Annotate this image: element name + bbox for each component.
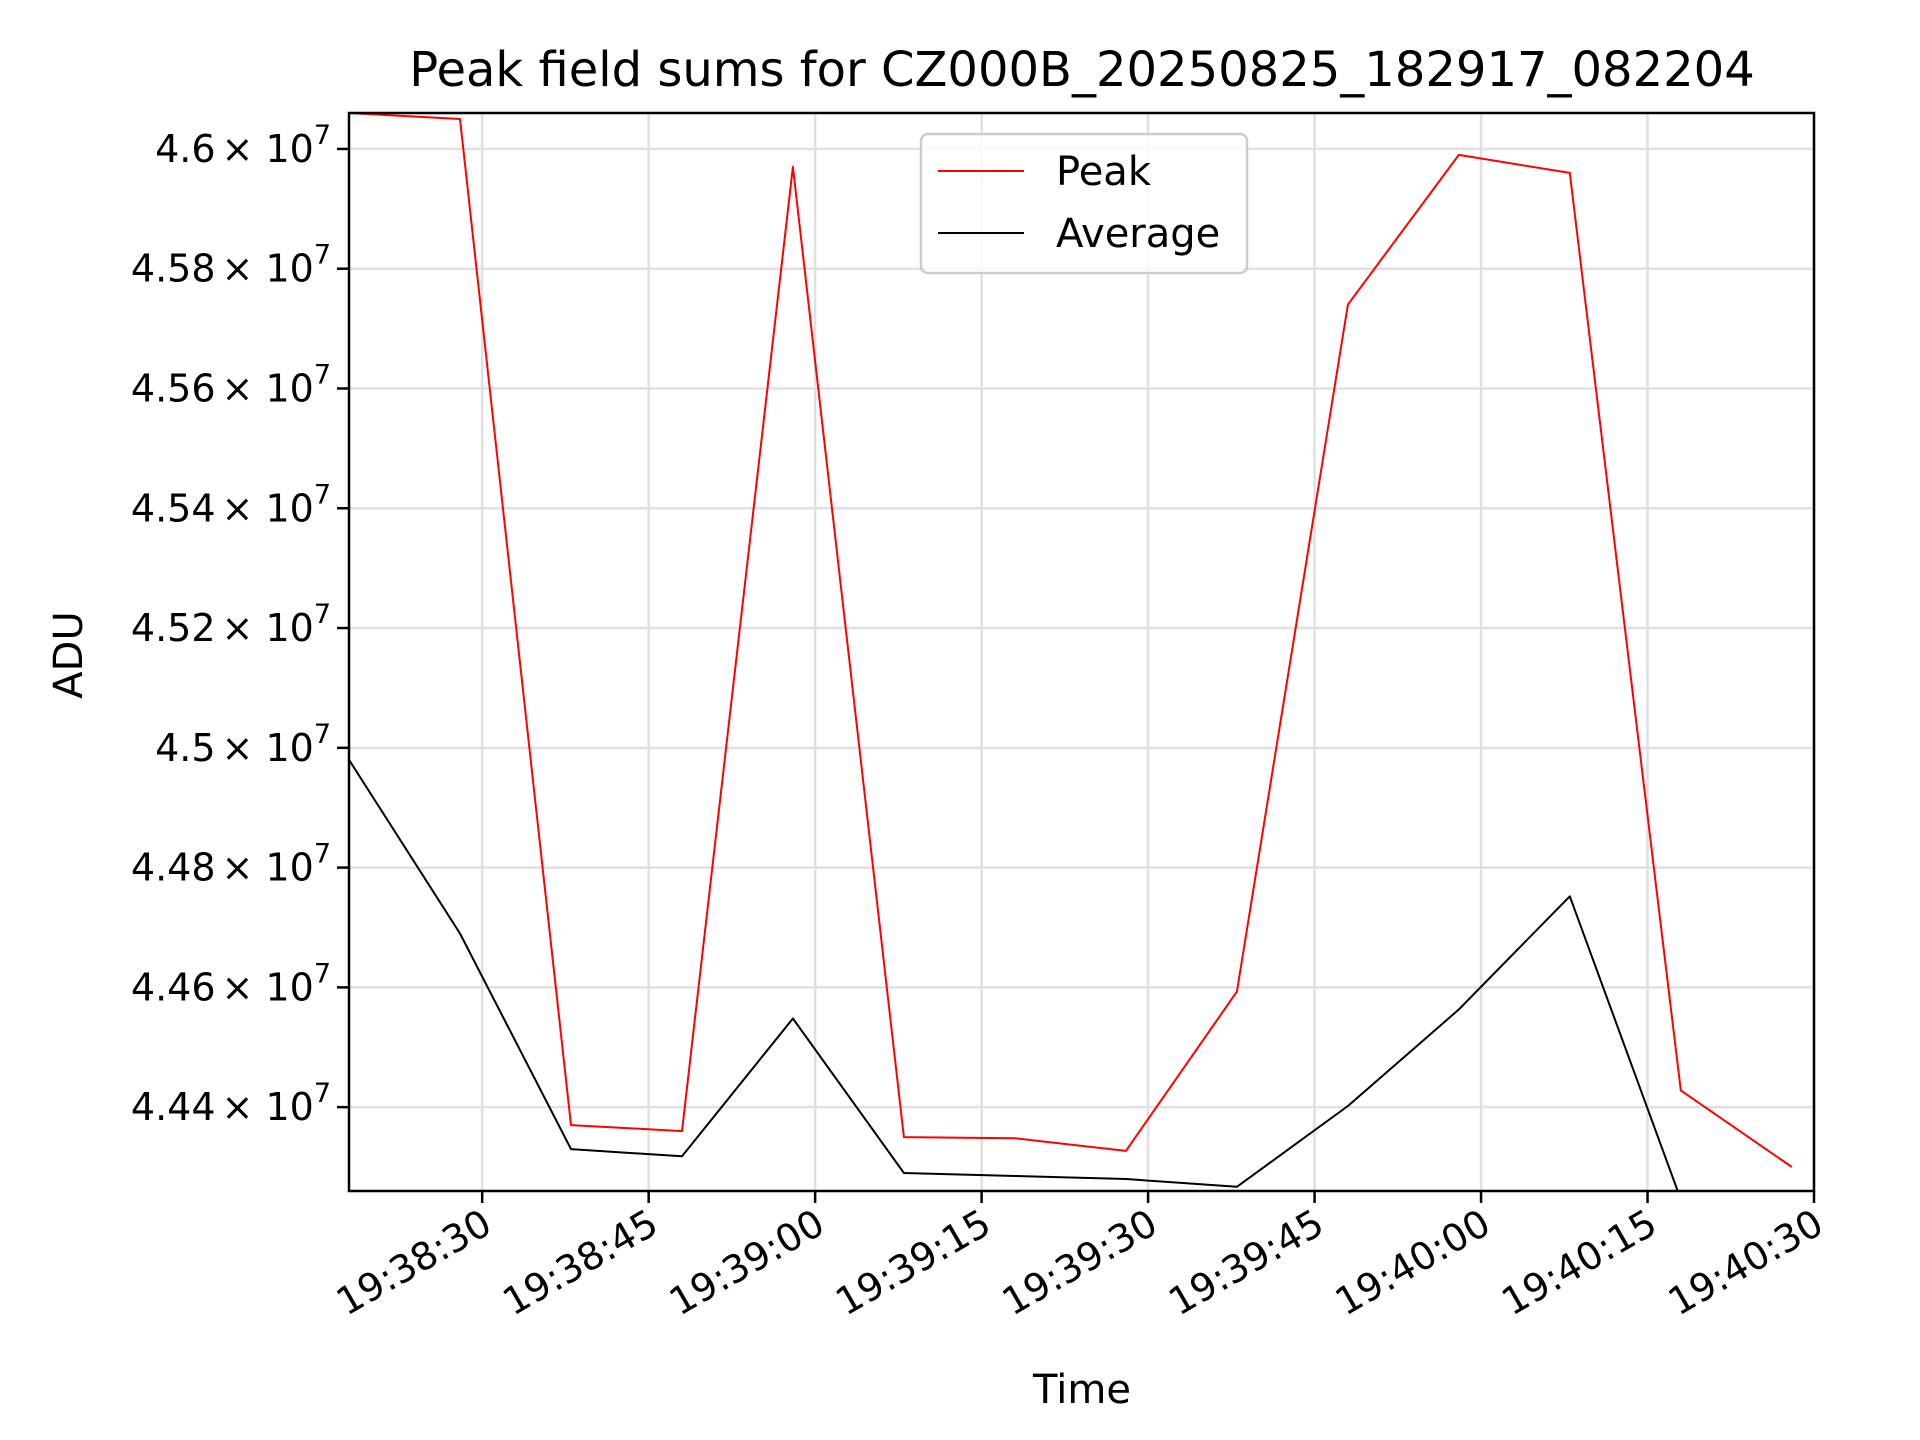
x-tick-label: 19:40:30 [1661, 1201, 1831, 1324]
y-tick-exponent: 7 [314, 719, 331, 750]
y-tick-suffix: × 10 [222, 366, 314, 410]
y-tick-label: 4.58 × 107 [131, 240, 331, 291]
series-line-average [349, 759, 1679, 1191]
y-tick-label: 4.54 × 107 [131, 479, 331, 530]
plot-frame [347, 111, 1816, 1193]
x-axis: 19:38:3019:38:4519:39:0019:39:1519:39:30… [329, 1191, 1831, 1324]
grid-lines [349, 113, 1816, 1191]
y-tick-mantissa: 4.52 [131, 606, 216, 650]
x-tick-label: 19:39:15 [828, 1201, 998, 1324]
y-tick-exponent: 7 [314, 359, 331, 390]
legend-box [919, 132, 1249, 275]
y-tick-suffix: × 10 [222, 606, 314, 650]
y-tick-suffix: × 10 [222, 846, 314, 890]
y-tick-label: 4.44 × 107 [131, 1078, 331, 1129]
y-tick-exponent: 7 [314, 958, 331, 989]
y-tick-suffix: × 10 [222, 1085, 314, 1129]
y-tick-label: 4.52 × 107 [131, 599, 331, 650]
x-tick-label: 19:38:30 [329, 1201, 499, 1324]
y-tick-label: 4.48 × 107 [131, 839, 331, 890]
x-tick-label: 19:39:00 [662, 1201, 832, 1324]
x-tick-label: 19:40:15 [1494, 1201, 1664, 1324]
x-tick-label: 19:39:45 [1161, 1201, 1331, 1324]
y-tick-label: 4.46 × 107 [131, 958, 331, 1009]
chart-title: Peak field sums for CZ000B_20250825_1829… [409, 42, 1755, 98]
y-tick-suffix: × 10 [222, 726, 314, 770]
y-axis-label: ADU [46, 611, 92, 698]
y-tick-label: 4.5 × 107 [155, 719, 331, 770]
y-tick-exponent: 7 [314, 240, 331, 271]
legend: Peak Average [919, 132, 1249, 275]
x-tick-label: 19:40:00 [1328, 1201, 1498, 1324]
series-line-peak [349, 113, 1793, 1168]
x-tick-label: 19:38:45 [495, 1201, 665, 1324]
y-tick-exponent: 7 [314, 1078, 331, 1109]
y-tick-mantissa: 4.54 [131, 486, 216, 530]
y-tick-mantissa: 4.44 [131, 1085, 216, 1129]
x-axis-label: Time [1032, 1367, 1131, 1413]
y-tick-exponent: 7 [314, 479, 331, 510]
legend-label-average: Average [1056, 211, 1220, 257]
y-tick-label: 4.6 × 107 [155, 120, 331, 171]
y-tick-suffix: × 10 [222, 965, 314, 1009]
y-tick-exponent: 7 [314, 599, 331, 630]
y-tick-mantissa: 4.56 [131, 366, 216, 410]
y-tick-suffix: × 10 [222, 486, 314, 530]
y-tick-mantissa: 4.46 [131, 965, 216, 1009]
y-tick-mantissa: 4.48 [131, 846, 216, 890]
x-tick-label: 19:39:30 [995, 1201, 1165, 1324]
y-tick-label: 4.56 × 107 [131, 359, 331, 410]
y-tick-suffix: × 10 [222, 247, 314, 291]
legend-label-peak: Peak [1056, 149, 1152, 195]
y-tick-mantissa: 4.6 [155, 127, 215, 171]
series-lines [349, 113, 1793, 1191]
y-tick-mantissa: 4.58 [131, 247, 216, 291]
y-tick-exponent: 7 [314, 120, 331, 151]
y-tick-mantissa: 4.5 [155, 726, 215, 770]
y-tick-suffix: × 10 [222, 127, 314, 171]
y-tick-exponent: 7 [314, 839, 331, 870]
